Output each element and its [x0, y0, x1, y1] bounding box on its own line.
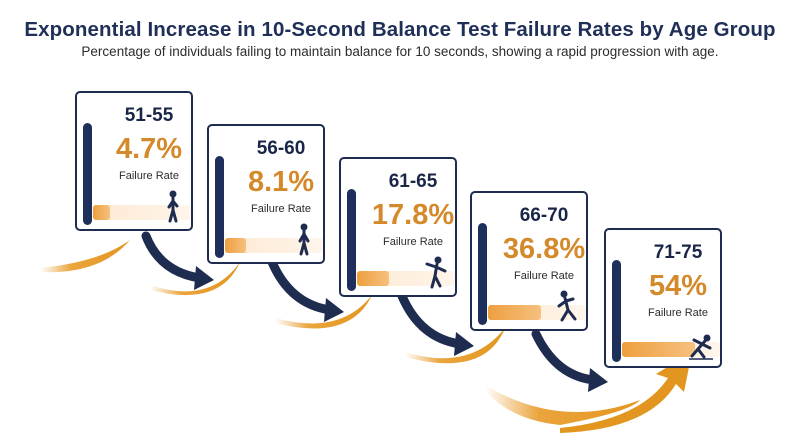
- failure-rate-value: 4.7%: [115, 133, 183, 165]
- failure-rate-label: Failure Rate: [251, 203, 311, 215]
- failure-rate-label: Failure Rate: [119, 170, 179, 182]
- age-group-card-66-70: 66-70 36.8% Failure Rate: [470, 191, 588, 331]
- navy-curved-arrow: [531, 329, 599, 385]
- failure-rate-value: 17.8%: [371, 199, 455, 231]
- page-subtitle: Percentage of individuals failing to mai…: [81, 44, 719, 59]
- failure-rate-value: 36.8%: [502, 233, 586, 265]
- failure-rate-label: Failure Rate: [383, 236, 443, 248]
- orange-swoop-arrow: [405, 328, 505, 364]
- orange-big-arrow: [560, 352, 692, 433]
- orange-swoop-arrow: [485, 385, 640, 425]
- age-range: 61-65: [388, 171, 438, 192]
- rate-bar-fill: [357, 271, 389, 286]
- failure-rate-label: Failure Rate: [648, 307, 708, 319]
- standing-person-icon: [298, 223, 310, 256]
- orange-swoop-arrow: [150, 262, 240, 296]
- rate-bar-fill: [488, 305, 542, 320]
- age-group-card-71-75: 71-75 54% Failure Rate: [604, 228, 722, 368]
- age-group-card-61-65: 61-65 17.8% Failure Rate: [339, 157, 457, 297]
- age-group-card-51-55: 51-55 4.7% Failure Rate: [75, 91, 193, 231]
- navy-curved-arrow: [397, 291, 465, 349]
- orange-swoop-arrow: [275, 295, 372, 329]
- age-group-card-56-60: 56-60 8.1% Failure Rate: [207, 124, 325, 264]
- vertical-accent-bar: [215, 156, 224, 258]
- rate-bar-fill: [225, 238, 246, 253]
- rate-bar-fill: [93, 205, 111, 220]
- rate-bar-track: [225, 238, 323, 253]
- failure-rate-value: 8.1%: [247, 166, 315, 198]
- vertical-accent-bar: [612, 260, 621, 362]
- stumbling-person-icon: [557, 290, 577, 322]
- navy-curved-arrow: [141, 231, 205, 283]
- age-range: 51-55: [124, 105, 174, 126]
- orange-swoop-arrow: [40, 240, 130, 273]
- rate-bar-track: [93, 205, 191, 220]
- rate-bar-track: [357, 271, 455, 286]
- page-title: Exponential Increase in 10-Second Balanc…: [24, 18, 776, 41]
- age-range: 66-70: [519, 205, 569, 226]
- navy-curved-arrow: [267, 257, 335, 315]
- failure-rate-value: 54%: [648, 270, 708, 302]
- vertical-accent-bar: [478, 223, 487, 325]
- rate-bar-track: [488, 305, 586, 320]
- vertical-accent-bar: [347, 189, 356, 291]
- falling-person-icon: [689, 334, 713, 360]
- failure-rate-label: Failure Rate: [514, 270, 574, 282]
- age-range: 71-75: [653, 242, 703, 263]
- vertical-accent-bar: [83, 123, 92, 225]
- wobbling-person-icon: [425, 256, 447, 289]
- rate-bar-fill: [622, 342, 695, 357]
- age-range: 56-60: [256, 138, 306, 159]
- standing-person-icon: [167, 190, 179, 223]
